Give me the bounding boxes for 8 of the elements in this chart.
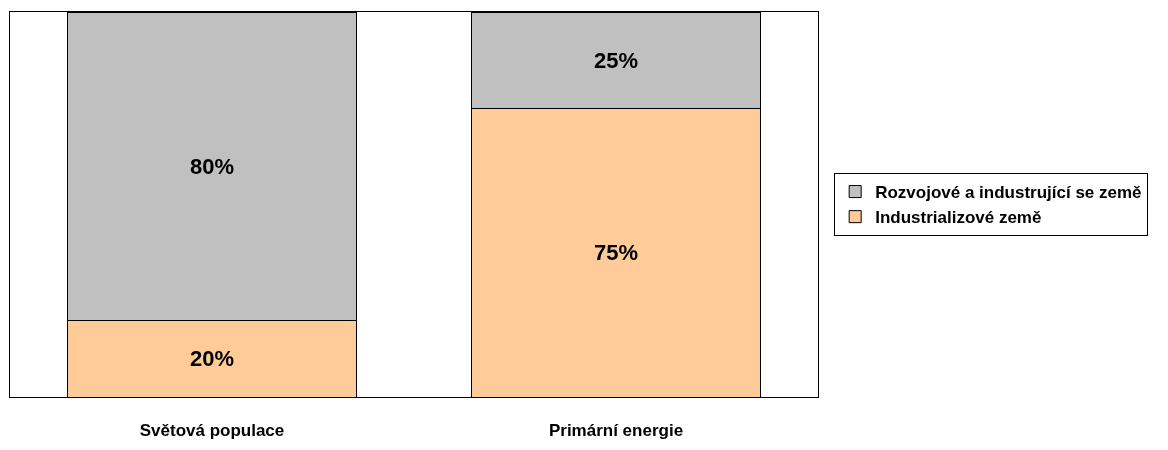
legend-label: Industrializové země: [875, 208, 1042, 228]
data-label: 75%: [593, 240, 639, 266]
data-label: 20%: [189, 346, 235, 371]
x-tick-label: Světová populace: [139, 421, 285, 441]
legend-label: Rozvojové a industrující se země: [875, 183, 1142, 203]
x-tick-label: Primární energie: [548, 421, 684, 441]
data-label: 25%: [593, 47, 639, 73]
data-label: 80%: [189, 153, 235, 179]
